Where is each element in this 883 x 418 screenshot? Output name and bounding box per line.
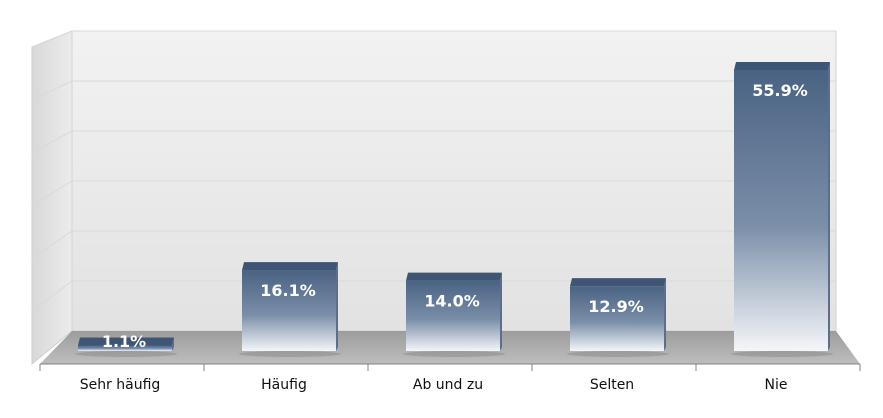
category-label: Häufig	[261, 377, 307, 393]
category-label: Ab und zu	[413, 377, 483, 393]
gridlines	[31, 30, 836, 312]
bar-top	[78, 337, 174, 346]
bar-shadow	[403, 351, 505, 357]
bar-top	[406, 272, 502, 281]
side-wall	[31, 30, 73, 366]
bar-top	[570, 278, 666, 287]
bar-shadow	[239, 351, 341, 357]
bar-side	[664, 278, 666, 351]
gridline	[31, 280, 73, 312]
bar-side	[336, 262, 338, 351]
gridline	[31, 80, 73, 101]
bar-front	[78, 345, 172, 351]
bar-selten: 12.9%	[567, 278, 669, 357]
bar-front	[734, 70, 828, 351]
bar-side	[828, 62, 830, 351]
category-label: Sehr häufig	[80, 377, 161, 393]
gridline	[31, 230, 73, 259]
bar-ab-und-zu: 14.0%	[403, 272, 505, 357]
data-label: 1.1%	[102, 332, 146, 351]
gridline	[31, 30, 73, 48]
data-label: 12.9%	[588, 297, 644, 316]
bar-side	[500, 272, 502, 351]
bar-front	[406, 280, 500, 351]
bars: 1.1% 16.1% 14.0% 12.9% 55.9%	[75, 62, 833, 357]
category-label: Nie	[765, 377, 788, 393]
bar-top	[242, 262, 338, 271]
bar-shadow	[567, 351, 669, 357]
data-label: 16.1%	[260, 281, 316, 300]
data-label: 55.9%	[752, 81, 808, 100]
bar-haufig: 16.1%	[239, 262, 341, 357]
bar-front	[242, 270, 336, 351]
bar-nie: 55.9%	[731, 62, 833, 357]
category-label: Selten	[590, 377, 634, 393]
bar-top	[734, 62, 830, 70]
bar-shadow	[731, 351, 833, 357]
bar-front	[570, 286, 664, 351]
bar-shadow	[75, 351, 177, 357]
bar-side	[172, 337, 174, 351]
gridline	[31, 130, 73, 154]
x-axis-ticks	[39, 364, 861, 371]
bar-sehr-haufig: 1.1%	[75, 332, 177, 357]
data-label: 14.0%	[424, 292, 480, 311]
category-labels: Sehr häufig Häufig Ab und zu Selten Nie	[80, 377, 788, 393]
gridline	[31, 180, 73, 206]
